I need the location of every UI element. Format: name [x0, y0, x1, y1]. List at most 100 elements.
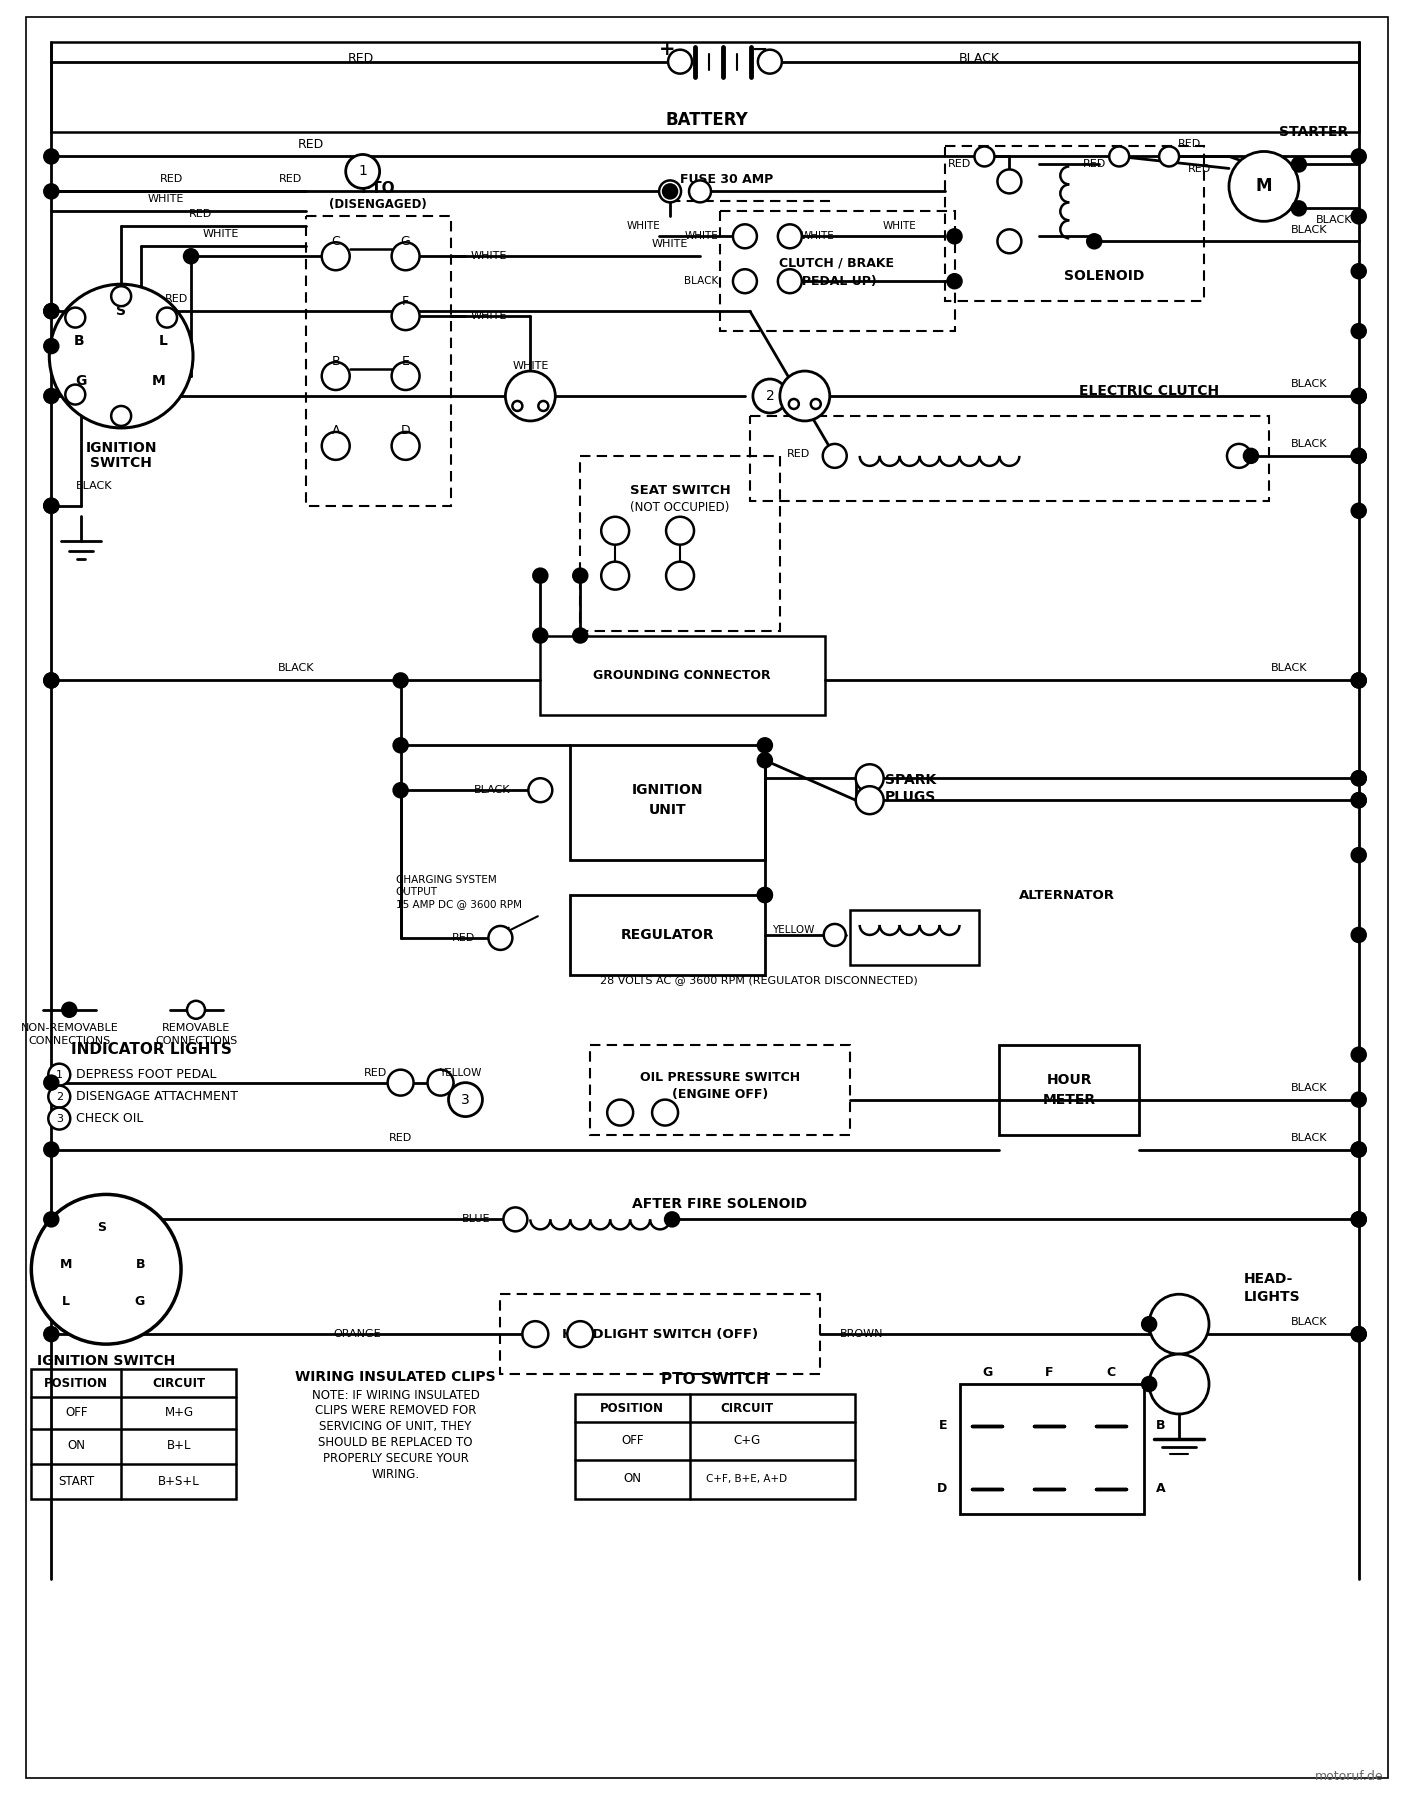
Bar: [31, 1370, 236, 1499]
Text: YELLOW: YELLOW: [772, 925, 814, 934]
Text: INDICATOR LIGHTS: INDICATOR LIGHTS: [71, 1042, 232, 1057]
Circle shape: [1352, 673, 1366, 688]
Circle shape: [1229, 151, 1299, 221]
Text: BLACK: BLACK: [1291, 380, 1328, 389]
Text: M: M: [153, 374, 165, 389]
Bar: [501, 1294, 820, 1373]
Circle shape: [65, 385, 85, 405]
Circle shape: [427, 1069, 454, 1096]
Circle shape: [823, 445, 847, 468]
Text: 2: 2: [765, 389, 775, 403]
Bar: [945, 146, 1205, 301]
Circle shape: [778, 225, 802, 248]
Text: CONNECTIONS: CONNECTIONS: [156, 1035, 238, 1046]
Circle shape: [758, 887, 772, 902]
Text: RED: RED: [363, 1067, 387, 1078]
Circle shape: [947, 274, 962, 288]
Circle shape: [601, 517, 629, 545]
Text: RED: RED: [160, 175, 182, 184]
Text: 3: 3: [461, 1093, 469, 1107]
Text: BLUE: BLUE: [462, 1215, 491, 1224]
Text: CHARGING SYSTEM: CHARGING SYSTEM: [396, 875, 496, 886]
Text: CHECK OIL: CHECK OIL: [76, 1112, 144, 1125]
Text: CIRCUIT: CIRCUIT: [153, 1377, 205, 1390]
Circle shape: [533, 628, 547, 643]
Text: START: START: [58, 1476, 95, 1489]
Bar: [305, 216, 451, 506]
Text: D: D: [937, 1483, 947, 1496]
Circle shape: [1150, 1354, 1209, 1415]
Text: C: C: [1107, 1366, 1116, 1379]
Text: 28 VOLTS AC @ 3600 RPM (REGULATOR DISCONNECTED): 28 VOLTS AC @ 3600 RPM (REGULATOR DISCON…: [600, 976, 918, 985]
Text: CONNECTIONS: CONNECTIONS: [28, 1035, 110, 1046]
Text: BLACK: BLACK: [474, 785, 510, 796]
Circle shape: [1352, 1327, 1366, 1341]
Text: (NOT OCCUPIED): (NOT OCCUPIED): [631, 500, 730, 515]
Circle shape: [1352, 324, 1366, 338]
Circle shape: [393, 738, 407, 752]
Bar: [720, 211, 954, 331]
Text: BLACK: BLACK: [76, 481, 113, 491]
Text: RED: RED: [389, 1132, 413, 1143]
Circle shape: [1292, 157, 1305, 171]
Text: A: A: [1157, 1483, 1165, 1496]
Text: RED: RED: [1188, 164, 1210, 175]
Circle shape: [1352, 1048, 1366, 1062]
Text: 1: 1: [55, 1069, 62, 1080]
Text: M+G: M+G: [164, 1406, 194, 1420]
Text: LIGHTS: LIGHTS: [1244, 1291, 1301, 1305]
Text: OFF: OFF: [621, 1435, 643, 1447]
Text: NOTE: IF WIRING INSULATED: NOTE: IF WIRING INSULATED: [311, 1388, 479, 1402]
Circle shape: [392, 302, 420, 329]
Text: POSITION: POSITION: [44, 1377, 109, 1390]
Circle shape: [947, 229, 962, 243]
Text: RED: RED: [786, 448, 810, 459]
Text: C: C: [331, 234, 341, 248]
Text: BLACK: BLACK: [1291, 1082, 1328, 1093]
Circle shape: [44, 184, 58, 198]
Text: RED: RED: [1178, 139, 1200, 149]
Circle shape: [322, 432, 349, 459]
Text: UNIT: UNIT: [648, 803, 686, 817]
Bar: [58, 1264, 81, 1273]
Circle shape: [997, 169, 1021, 193]
Text: FUSE 30 AMP: FUSE 30 AMP: [680, 173, 773, 185]
Text: OUTPUT: OUTPUT: [396, 887, 437, 896]
Circle shape: [48, 1107, 71, 1130]
Text: POSITION: POSITION: [600, 1402, 665, 1415]
Circle shape: [659, 180, 682, 202]
Text: WHITE: WHITE: [626, 221, 660, 232]
Bar: [960, 1384, 1144, 1514]
Circle shape: [512, 401, 522, 410]
Text: IGNITION SWITCH: IGNITION SWITCH: [37, 1354, 175, 1368]
Text: BLACK: BLACK: [684, 275, 718, 286]
Circle shape: [1352, 770, 1366, 785]
Text: E: E: [939, 1420, 947, 1433]
Text: ON: ON: [68, 1440, 85, 1453]
Circle shape: [1352, 1143, 1366, 1156]
Text: HEAD-: HEAD-: [1244, 1273, 1294, 1287]
Bar: [749, 416, 1268, 500]
Circle shape: [1109, 146, 1130, 166]
Text: G: G: [983, 1366, 993, 1379]
Text: C+G: C+G: [734, 1435, 761, 1447]
Circle shape: [488, 925, 512, 950]
Bar: [58, 1296, 81, 1305]
Text: REGULATOR: REGULATOR: [621, 929, 714, 941]
Text: BLACK: BLACK: [1291, 1318, 1328, 1327]
Text: WIRING INSULATED CLIPS: WIRING INSULATED CLIPS: [296, 1370, 496, 1384]
Circle shape: [44, 149, 58, 164]
Circle shape: [44, 1076, 58, 1089]
Text: WHITE: WHITE: [471, 252, 506, 261]
Text: C+F, B+E, A+D: C+F, B+E, A+D: [707, 1474, 788, 1483]
Circle shape: [393, 673, 407, 688]
Text: SHOULD BE REPLACED TO: SHOULD BE REPLACED TO: [318, 1436, 472, 1449]
Text: WHITE: WHITE: [512, 362, 549, 371]
Circle shape: [1352, 389, 1366, 403]
Circle shape: [539, 401, 549, 410]
Text: (ENGINE OFF): (ENGINE OFF): [672, 1089, 768, 1102]
Text: CLUTCH / BRAKE: CLUTCH / BRAKE: [779, 257, 894, 270]
Text: YELLOW: YELLOW: [440, 1067, 482, 1078]
Text: HOUR: HOUR: [1046, 1073, 1092, 1087]
Circle shape: [44, 499, 58, 513]
